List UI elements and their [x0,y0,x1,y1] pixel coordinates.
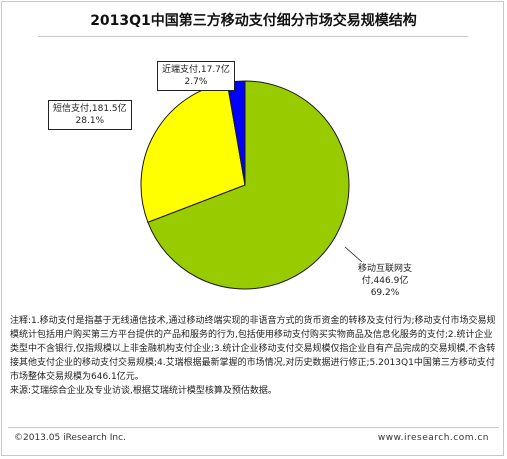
label-mobile-internet-name-2: 付,446.9亿 [361,276,409,286]
title-divider [38,36,468,37]
label-sms-percent: 28.1% [75,116,105,126]
chart-notes: 注释:1.移动支付是指基于无线通信技术,通过移动终端实现的非语音方式的货币资金的… [10,314,497,398]
website-text: www.iresearch.com.cn [377,433,489,443]
label-sms-payment: 短信支付,181.5亿 28.1% [48,100,132,130]
copyright-text: ©2013.05 iResearch Inc. [14,433,126,443]
label-proximity-name: 近端支付,17.7亿 [162,65,230,75]
source-text: 来源:艾瑞综合企业及专业访谈,根据艾瑞统计模型核算及预估数据。 [10,386,277,396]
label-sms-name: 短信支付,181.5亿 [53,104,127,114]
label-proximity-payment: 近端支付,17.7亿 2.7% [157,61,235,91]
chart-title: 2013Q1中国第三方移动支付细分市场交易规模结构 [90,13,417,29]
label-mobile-internet-percent: 69.2% [370,288,400,298]
label-proximity-percent: 2.7% [184,77,208,87]
label-mobile-internet-name-1: 移动互联网支 [358,264,413,274]
footer-divider [8,427,499,428]
leader-line-mobile-internet [344,246,363,263]
notes-text: 注释:1.移动支付是指基于无线通信技术,通过移动终端实现的非语音方式的货币资金的… [10,316,496,382]
slice-mobile-internet [147,80,350,290]
label-mobile-internet-payment: 移动互联网支 付,446.9亿 69.2% [358,263,413,299]
